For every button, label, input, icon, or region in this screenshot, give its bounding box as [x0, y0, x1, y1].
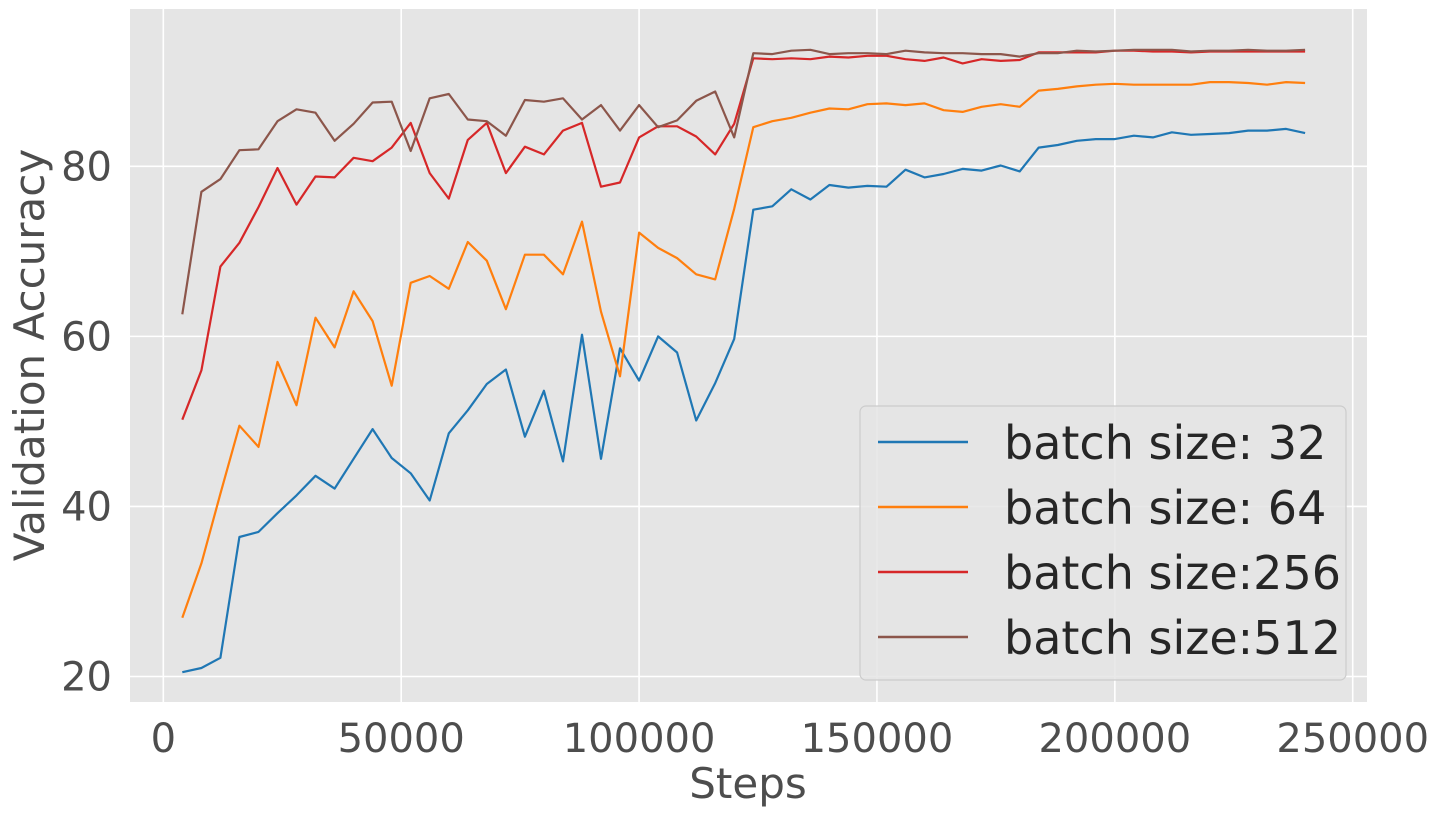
legend-box — [859, 405, 1347, 681]
series-line-bs64 — [181, 80, 1306, 619]
y-tick-label: 40 — [61, 484, 112, 530]
y-tick-label: 20 — [61, 654, 112, 700]
y-axis-label: Validation Accuracy — [5, 149, 54, 562]
y-tick-label: 80 — [61, 144, 112, 190]
legend: batch size: 32 batch size: 64 batch size… — [859, 405, 1347, 681]
x-tick-label: 250000 — [1276, 716, 1429, 762]
legend-label-bs64: batch size: 64 — [1004, 481, 1326, 535]
legend-label-bs512: batch size:512 — [1004, 611, 1341, 665]
series-line-bs32 — [182, 127, 1306, 674]
legend-label-bs32: batch size: 32 — [1004, 416, 1326, 470]
x-tick-label: 200000 — [1038, 716, 1191, 762]
x-tick-label: 50000 — [338, 716, 465, 762]
x-tick-label: 0 — [151, 716, 176, 762]
x-axis-label: Steps — [689, 759, 807, 808]
legend-label-bs256: batch size:256 — [1004, 546, 1341, 600]
x-tick-label: 150000 — [801, 716, 954, 762]
tick-labels: 0 50000 100000 150000 200000 250000 20 40 60 80 — [61, 144, 1429, 762]
x-tick-label: 100000 — [563, 716, 716, 762]
series-line-bs512 — [181, 48, 1306, 315]
series-lines — [181, 48, 1306, 674]
y-tick-label: 60 — [61, 314, 112, 360]
